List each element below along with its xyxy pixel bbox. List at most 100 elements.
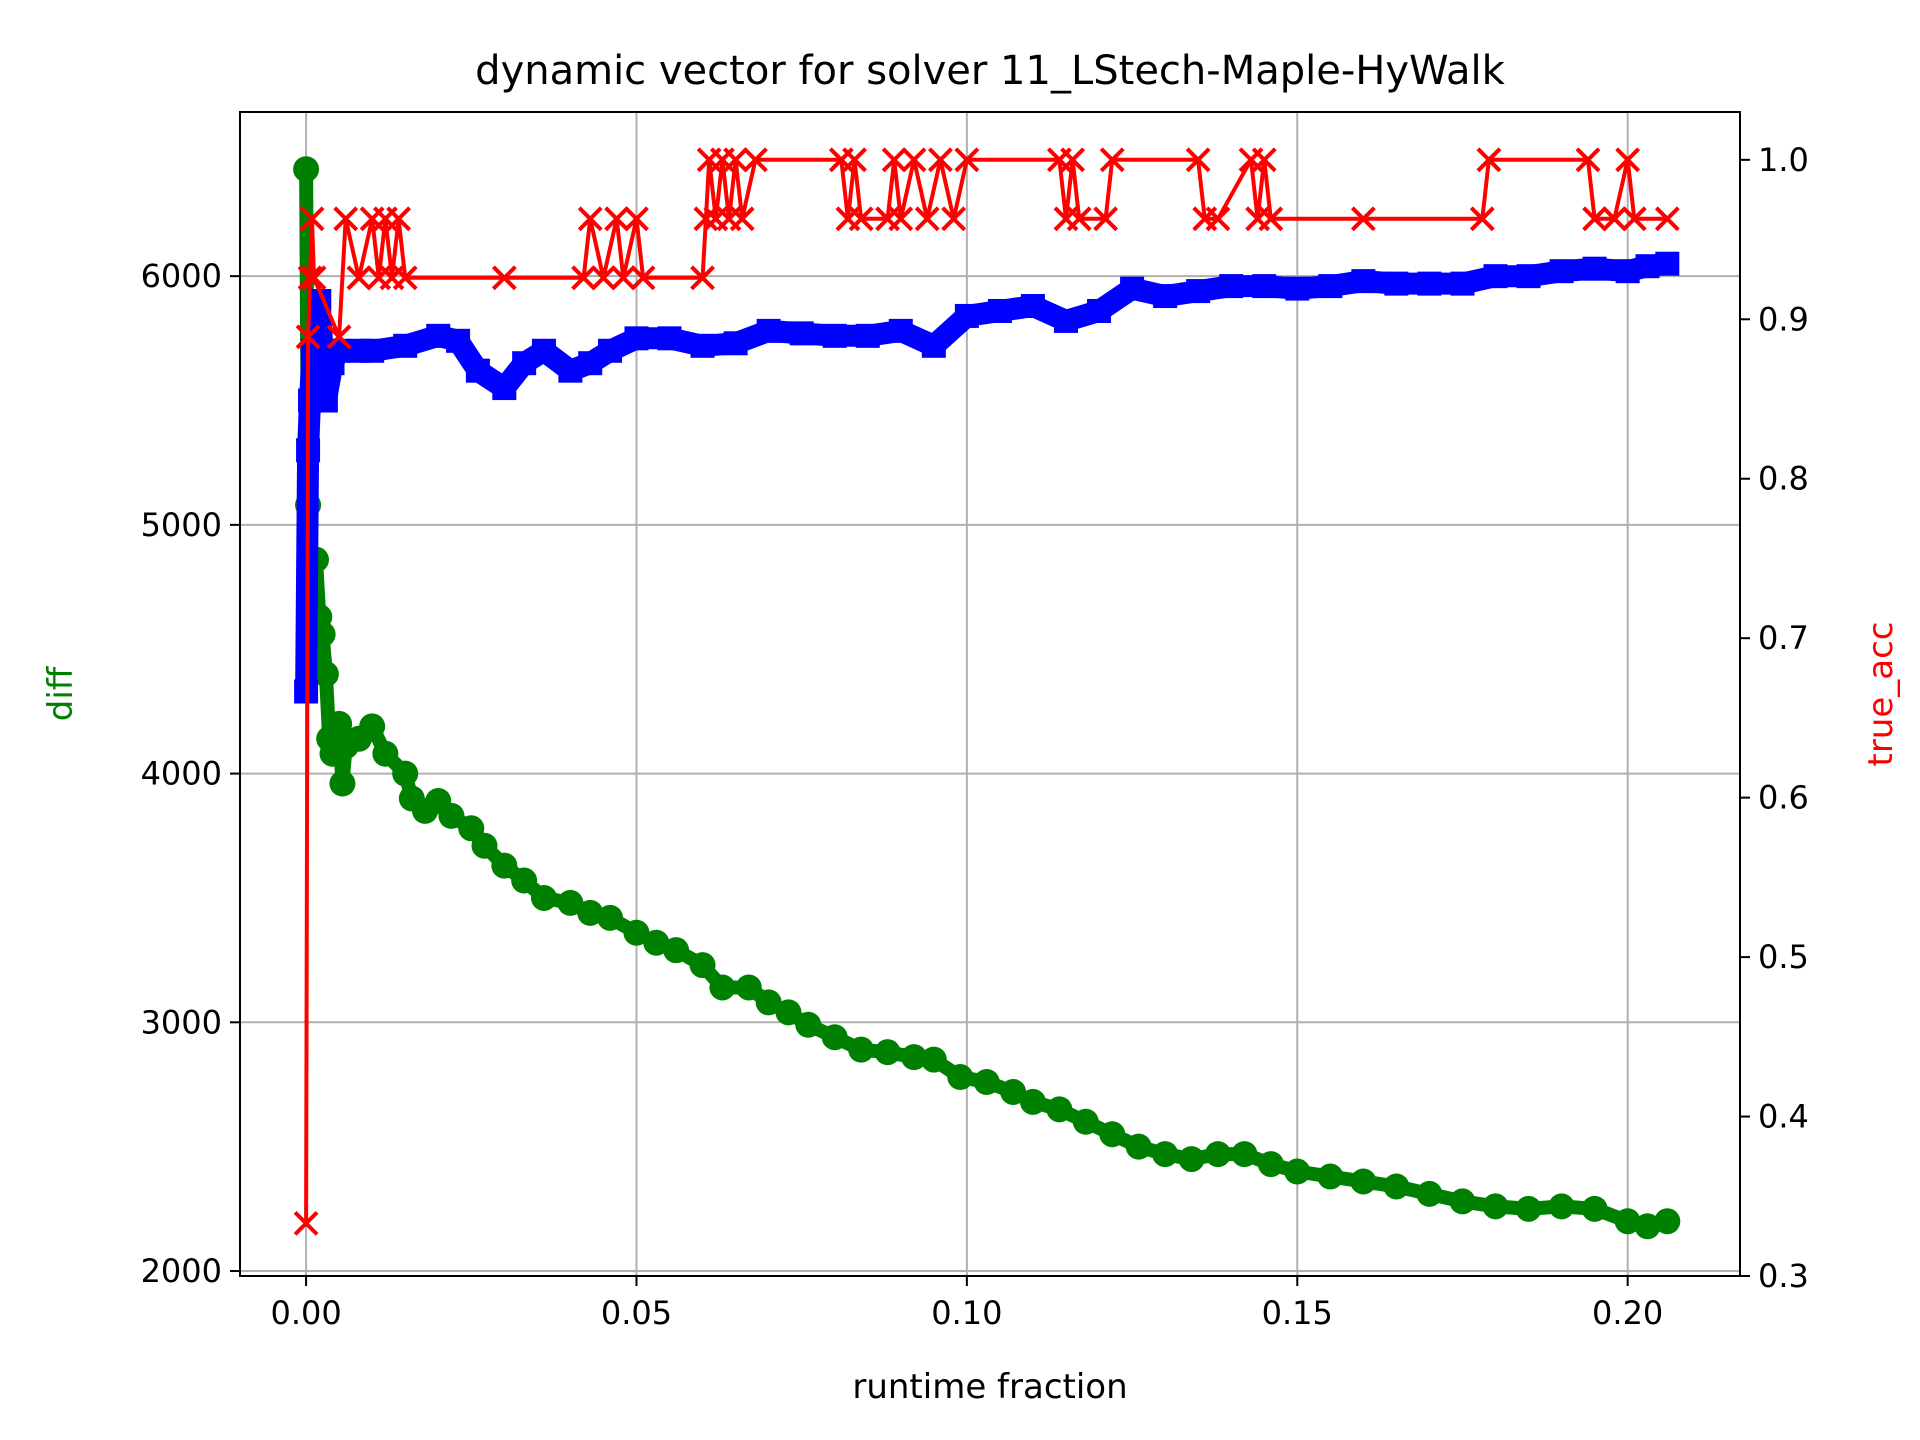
data-point	[511, 867, 538, 894]
left-y-tick-label: 3000	[141, 1003, 222, 1041]
data-point	[530, 884, 557, 911]
data-point	[326, 710, 353, 737]
data-point	[610, 265, 636, 291]
data-point	[1614, 1208, 1641, 1235]
data-point	[822, 323, 847, 348]
data-point	[1019, 1088, 1046, 1115]
data-point	[735, 974, 762, 1001]
data-point	[723, 331, 748, 356]
data-point	[1046, 1096, 1073, 1123]
data-point	[1251, 147, 1277, 173]
data-point	[557, 889, 584, 916]
data-point	[954, 303, 979, 328]
data-point	[492, 376, 517, 401]
right-y-tick-label: 0.4	[1758, 1098, 1809, 1136]
data-point	[299, 206, 325, 232]
data-point	[1581, 1195, 1608, 1222]
data-point	[465, 358, 490, 383]
data-point	[1350, 1168, 1377, 1195]
data-point	[471, 832, 498, 859]
data-point	[689, 952, 716, 979]
data-point	[386, 206, 412, 232]
left-y-axis-ticks: 2000 3000 4000 5000 6000	[141, 257, 240, 1290]
data-point	[1516, 264, 1541, 289]
data-point	[821, 1024, 848, 1051]
data-point	[888, 206, 914, 232]
data-point	[392, 265, 418, 291]
data-point	[591, 265, 616, 291]
data-point	[1417, 271, 1442, 296]
data-point	[1655, 251, 1680, 276]
data-point	[301, 265, 327, 291]
data-point	[848, 1036, 875, 1063]
data-point	[1205, 206, 1231, 232]
data-point	[973, 1069, 1000, 1095]
right-y-tick-label: 0.9	[1758, 300, 1809, 338]
data-point	[1548, 1193, 1575, 1220]
data-point	[643, 929, 670, 956]
data-point	[1582, 206, 1608, 232]
data-point	[597, 904, 624, 931]
data-point	[1634, 1213, 1661, 1240]
data-point	[372, 740, 399, 767]
data-point	[598, 338, 623, 363]
data-point	[1515, 1195, 1542, 1222]
data-point	[359, 713, 386, 740]
data-point	[723, 147, 749, 173]
data-point	[921, 333, 946, 358]
data-point	[1285, 276, 1310, 301]
data-point	[1186, 279, 1211, 304]
data-point	[775, 999, 802, 1026]
data-point	[630, 265, 656, 291]
data-point	[1654, 206, 1680, 232]
left-y-tick-label: 2000	[141, 1252, 222, 1290]
data-point	[1252, 274, 1277, 299]
data-point	[577, 206, 603, 232]
data-point	[795, 1011, 822, 1038]
series-layer	[293, 147, 1681, 1240]
data-point	[295, 324, 321, 350]
data-point	[789, 321, 814, 346]
data-point	[1284, 1158, 1311, 1185]
data-point	[313, 388, 338, 413]
data-point	[1654, 1208, 1681, 1235]
data-point	[604, 206, 630, 232]
data-point	[1000, 1078, 1027, 1105]
data-point	[914, 206, 940, 232]
data-point	[624, 206, 649, 232]
left-y-tick-label: 5000	[141, 506, 222, 544]
right-y-axis-ticks: 0.3 0.4 0.5 0.6 0.7 0.8 0.9 1.0	[1740, 141, 1809, 1295]
data-point	[1053, 308, 1078, 333]
data-point	[987, 298, 1012, 323]
data-point	[1450, 271, 1475, 296]
data-point	[571, 265, 597, 291]
data-point	[743, 147, 768, 173]
data-point	[1099, 147, 1125, 173]
data-point	[928, 147, 953, 173]
x-tick-label: 0.10	[931, 1294, 1002, 1332]
data-point	[657, 326, 682, 351]
data-point	[1185, 147, 1211, 173]
data-point	[842, 147, 867, 173]
right-y-tick-label: 0.6	[1758, 779, 1809, 817]
right-y-tick-label: 0.5	[1758, 938, 1809, 976]
x-tick-label: 0.00	[270, 1294, 341, 1332]
data-point	[297, 265, 323, 291]
data-point	[709, 974, 736, 1001]
data-point	[1219, 274, 1244, 299]
data-point	[1072, 1108, 1099, 1135]
data-point	[1575, 147, 1601, 173]
right-y-tick-label: 0.3	[1758, 1257, 1809, 1295]
data-point	[1066, 206, 1092, 232]
data-point	[1483, 264, 1508, 289]
data-point	[729, 206, 755, 232]
right-y-tick-label: 0.8	[1758, 460, 1809, 498]
left-y-tick-label: 4000	[141, 755, 222, 793]
data-point	[312, 661, 339, 688]
data-point	[693, 206, 719, 232]
data-point	[1257, 1151, 1284, 1178]
data-point	[326, 324, 352, 350]
data-point	[1125, 1133, 1152, 1160]
data-point	[855, 323, 880, 348]
data-point	[1060, 147, 1086, 173]
